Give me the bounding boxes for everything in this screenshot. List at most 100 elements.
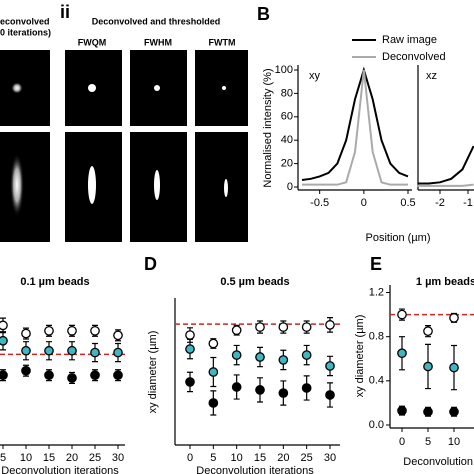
data-point [208,367,219,377]
data-point [44,370,54,381]
panel-label: D [144,254,157,274]
data-point [208,338,219,349]
data-point [449,362,459,373]
x-tick-label: 25 [89,452,101,464]
y-tick-label: 0 [287,181,293,193]
x-tick-label: 0 [361,197,367,209]
x-tick-label: 10 [448,436,460,448]
x-tick-label: 30 [112,452,124,464]
data-point [0,370,8,381]
x-tick-label: -2 [435,197,445,209]
series-line [301,66,409,181]
y-axis-label: xy diameter (µm) [147,331,159,414]
image-tile [195,50,248,126]
y-tick-label: 0.0 [369,419,384,431]
data-point [278,388,289,398]
x-tick-label: 0 [399,436,405,448]
panel-label: B [257,4,270,24]
x-tick-label: -1 [463,197,473,209]
data-point [67,325,77,336]
bead-image [224,179,228,197]
image-tile [0,50,50,126]
data-point [423,326,433,337]
panel-label: E [370,254,382,274]
data-point [423,406,433,417]
image-tile [0,132,50,242]
x-tick-label: 30 [324,452,336,464]
data-point [255,352,265,362]
data-point [301,322,312,332]
x-tick-label: 10 [20,452,32,464]
data-point [44,325,54,336]
y-tick-label: 20 [281,158,293,170]
data-point [90,370,100,381]
column-label: FWTM [209,37,236,47]
y-axis-label: xy diameter (µm) [354,315,366,398]
bead-image [88,84,96,92]
data-point [397,348,407,359]
y-tick-label: 60 [281,111,293,123]
x-axis-label: Position (µm) [365,232,430,244]
data-point [113,347,123,358]
y-tick-label: 0.8 [369,331,384,343]
data-point [449,313,459,323]
bead-image [154,170,160,200]
data-point [449,406,459,417]
data-point [185,377,195,387]
x-tick-label: 15 [254,452,266,464]
data-point [397,309,407,320]
data-point [185,344,195,354]
x-tick-label: 5 [210,452,216,464]
data-point [423,361,433,372]
image-title: Deconvolved and thresholded [92,16,221,26]
data-point [231,382,242,392]
data-point [301,383,312,393]
data-point [21,328,31,339]
data-point [113,330,123,341]
data-point [231,350,242,360]
data-point [0,335,8,346]
data-point [255,322,265,332]
chart-title: 1 µm beads [416,276,474,288]
data-point [208,398,219,408]
data-point [67,373,77,383]
chart-title: 0.5 µm beads [220,276,289,288]
y-tick-label: 40 [281,134,293,146]
column-label: FWQM [78,37,107,47]
x-tick-label: 0 [187,452,193,464]
x-tick-label: 10 [231,452,243,464]
data-point [90,347,100,358]
data-point [113,370,123,381]
data-point [278,355,289,365]
x-axis-label: Deconvolution iterations [1,465,119,474]
series-line [417,183,474,187]
data-point [301,350,312,360]
x-axis-label: Deconvolution iterations [403,456,474,468]
x-tick-label: 5 [425,436,431,448]
x-tick-label: -0.5 [310,197,329,209]
y-tick-label: 100 [275,64,293,76]
x-tick-label: 20 [277,452,289,464]
data-point [325,390,335,400]
data-point [21,365,31,376]
bead-image [88,166,96,204]
series-line [417,145,474,185]
data-point [325,320,335,330]
data-point [0,320,8,331]
column-label: FWHM [144,37,172,47]
data-point [90,325,100,336]
bead-image [11,82,23,94]
data-point [44,345,54,356]
data-point [185,330,195,340]
bead-image [222,86,226,90]
y-tick-label: 0.4 [369,375,384,387]
chart-title: 0.1 µm beads [20,276,89,288]
legend-label: Deconvolved [382,51,446,63]
image-title: econvolved [0,16,50,26]
x-tick-label: 20 [66,452,78,464]
x-tick-label: 0.5 [400,197,415,209]
x-tick-label: 15 [43,452,55,464]
data-point [67,345,77,356]
y-axis-label: Normalised intensity (%) [262,68,274,187]
